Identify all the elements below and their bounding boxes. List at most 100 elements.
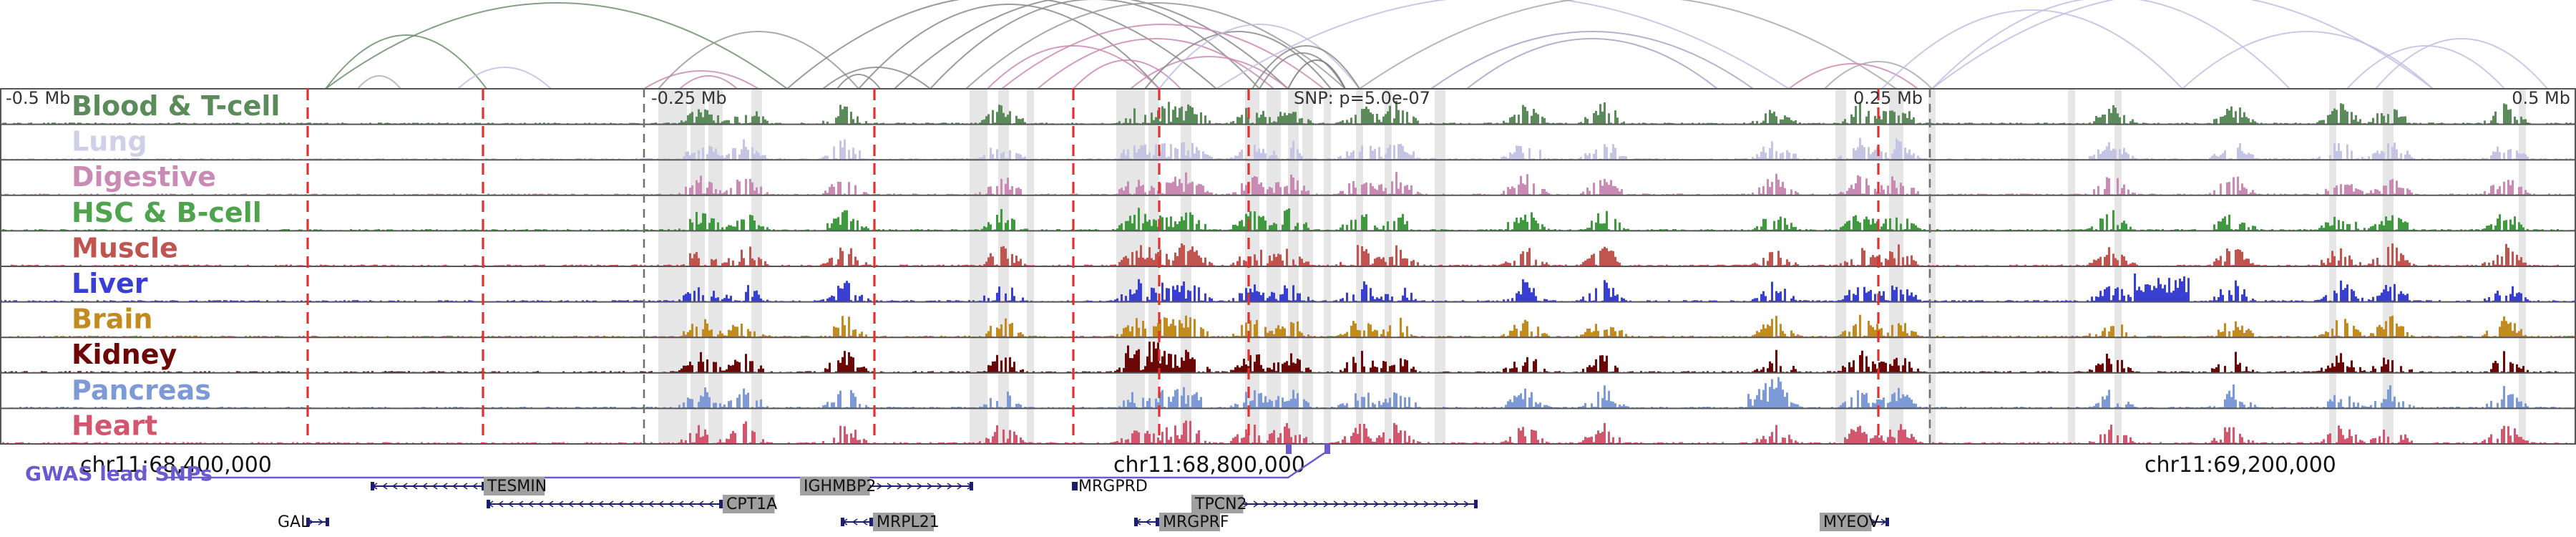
scale-label: SNP: p=5.0e-07 <box>1294 88 1430 108</box>
exon-block <box>1474 500 1478 508</box>
loop-arc <box>679 75 738 90</box>
track-signal-7 <box>0 342 2576 373</box>
strand-chevron <box>547 500 554 508</box>
track-label: Heart <box>72 410 157 441</box>
gwas-snp-marker <box>1286 444 1292 454</box>
track-signal-1 <box>0 137 2576 160</box>
strand-chevron <box>1353 500 1360 508</box>
strand-chevron <box>517 500 524 508</box>
track-signal-9 <box>0 420 2576 444</box>
loop-arc <box>1144 31 1332 90</box>
track-label: Blood & T-cell <box>72 90 280 122</box>
strand-chevron <box>318 518 324 526</box>
track-signal-8 <box>0 377 2576 409</box>
strand-chevron <box>1870 518 1877 526</box>
strand-chevron <box>1393 500 1400 508</box>
gene-myeov: MYEOV <box>1820 513 1889 531</box>
strand-chevron <box>678 500 684 508</box>
strand-chevron <box>862 518 868 526</box>
loop-arc <box>930 0 1260 90</box>
strand-chevron <box>688 500 694 508</box>
loop-arc <box>2375 38 2548 90</box>
loop-arc <box>357 75 401 90</box>
strand-chevron <box>608 500 614 508</box>
strand-chevron <box>462 483 468 490</box>
track-signal-3 <box>0 208 2576 231</box>
strand-chevron <box>557 500 564 508</box>
gene-ighmbp2: IGHMBP2 <box>800 477 973 495</box>
gene-tpcn2: TPCN2 <box>1191 495 1478 513</box>
loop-arc <box>1931 0 2290 90</box>
loop-arc <box>987 45 1160 90</box>
loop-arc <box>1430 31 1754 90</box>
strand-chevron <box>587 500 594 508</box>
gene-label: IGHMBP2 <box>804 478 876 495</box>
gene-label: MRGPRF <box>1163 513 1229 531</box>
gene-label-bg <box>873 513 934 531</box>
scale-labels: -0.5 Mb -0.25 Mb SNP: p=5.0e-07 0.25 Mb 0.5 … <box>6 88 2570 108</box>
strand-chevron <box>507 500 514 508</box>
loop-arc <box>658 31 859 90</box>
loop-arc <box>457 67 552 90</box>
strand-chevron <box>537 500 544 508</box>
loop-arc <box>822 67 931 90</box>
strand-chevron <box>421 483 428 490</box>
strand-chevron <box>1323 500 1330 508</box>
strand-chevron <box>937 483 943 490</box>
loop-arc <box>1073 59 1181 90</box>
exon-block <box>1074 482 1078 490</box>
gwas-snp-marker <box>1324 444 1330 454</box>
loop-arc <box>1216 0 1790 90</box>
exon-block <box>306 518 310 526</box>
strand-chevron <box>1403 500 1410 508</box>
strand-chevron <box>628 500 634 508</box>
track-signal-0 <box>0 100 2576 125</box>
strand-chevron <box>1423 500 1430 508</box>
loop-arc <box>2346 45 2505 90</box>
exon-block <box>1885 518 1889 526</box>
exon-block <box>1156 518 1159 526</box>
strand-chevron <box>1145 518 1151 526</box>
loop-arc <box>1259 52 1346 90</box>
gene-tesmin: TESMIN <box>371 477 547 495</box>
exon-block <box>719 500 723 508</box>
loop-arc <box>2182 31 2434 90</box>
strand-chevron <box>648 500 654 508</box>
strand-chevron <box>917 483 923 490</box>
gene-label: TESMIN <box>487 478 547 495</box>
strand-chevron <box>1283 500 1289 508</box>
strand-chevron <box>618 500 624 508</box>
coordinate-label: chr11:68,400,000 <box>80 453 272 478</box>
strand-chevron <box>381 483 388 490</box>
track-label: Digestive <box>72 161 216 193</box>
gene-label-bg <box>723 495 775 513</box>
loop-arc <box>1359 0 1897 90</box>
loop-arc <box>1824 61 1933 90</box>
loop-arc <box>965 2 1346 90</box>
strand-chevron <box>1463 500 1470 508</box>
strand-chevron <box>1333 500 1340 508</box>
strand-chevron <box>947 483 953 490</box>
gene-label: GAL <box>278 513 310 531</box>
strand-chevron <box>401 483 408 490</box>
loop-arc <box>1788 63 1918 90</box>
exon-block <box>1134 518 1138 526</box>
loop-arc <box>1881 9 2183 90</box>
gene-mrpl21: MRPL21 <box>841 513 940 531</box>
loop-arc <box>1130 56 1289 90</box>
exon-block <box>869 518 873 526</box>
strand-chevron <box>567 500 574 508</box>
gene-label: MRGPRD <box>1078 478 1148 495</box>
exon-block <box>841 518 844 526</box>
track-label: HSC & B-cell <box>72 197 262 228</box>
strand-chevron <box>638 500 644 508</box>
strand-chevron <box>472 483 478 490</box>
loop-arc <box>1252 45 1360 90</box>
gene-annotations: TESMIN IGHMBP2 MRGPRD CPT1A TPCN2 GAL MRPL21 MR… <box>278 477 1889 531</box>
gwas-label: GWAS lead SNPs <box>25 462 213 485</box>
strand-chevron <box>897 483 903 490</box>
exon-block <box>487 500 490 508</box>
signal-tracks <box>0 88 2576 445</box>
scale-label: 0.25 Mb <box>1853 88 1923 108</box>
strand-chevron <box>527 500 534 508</box>
